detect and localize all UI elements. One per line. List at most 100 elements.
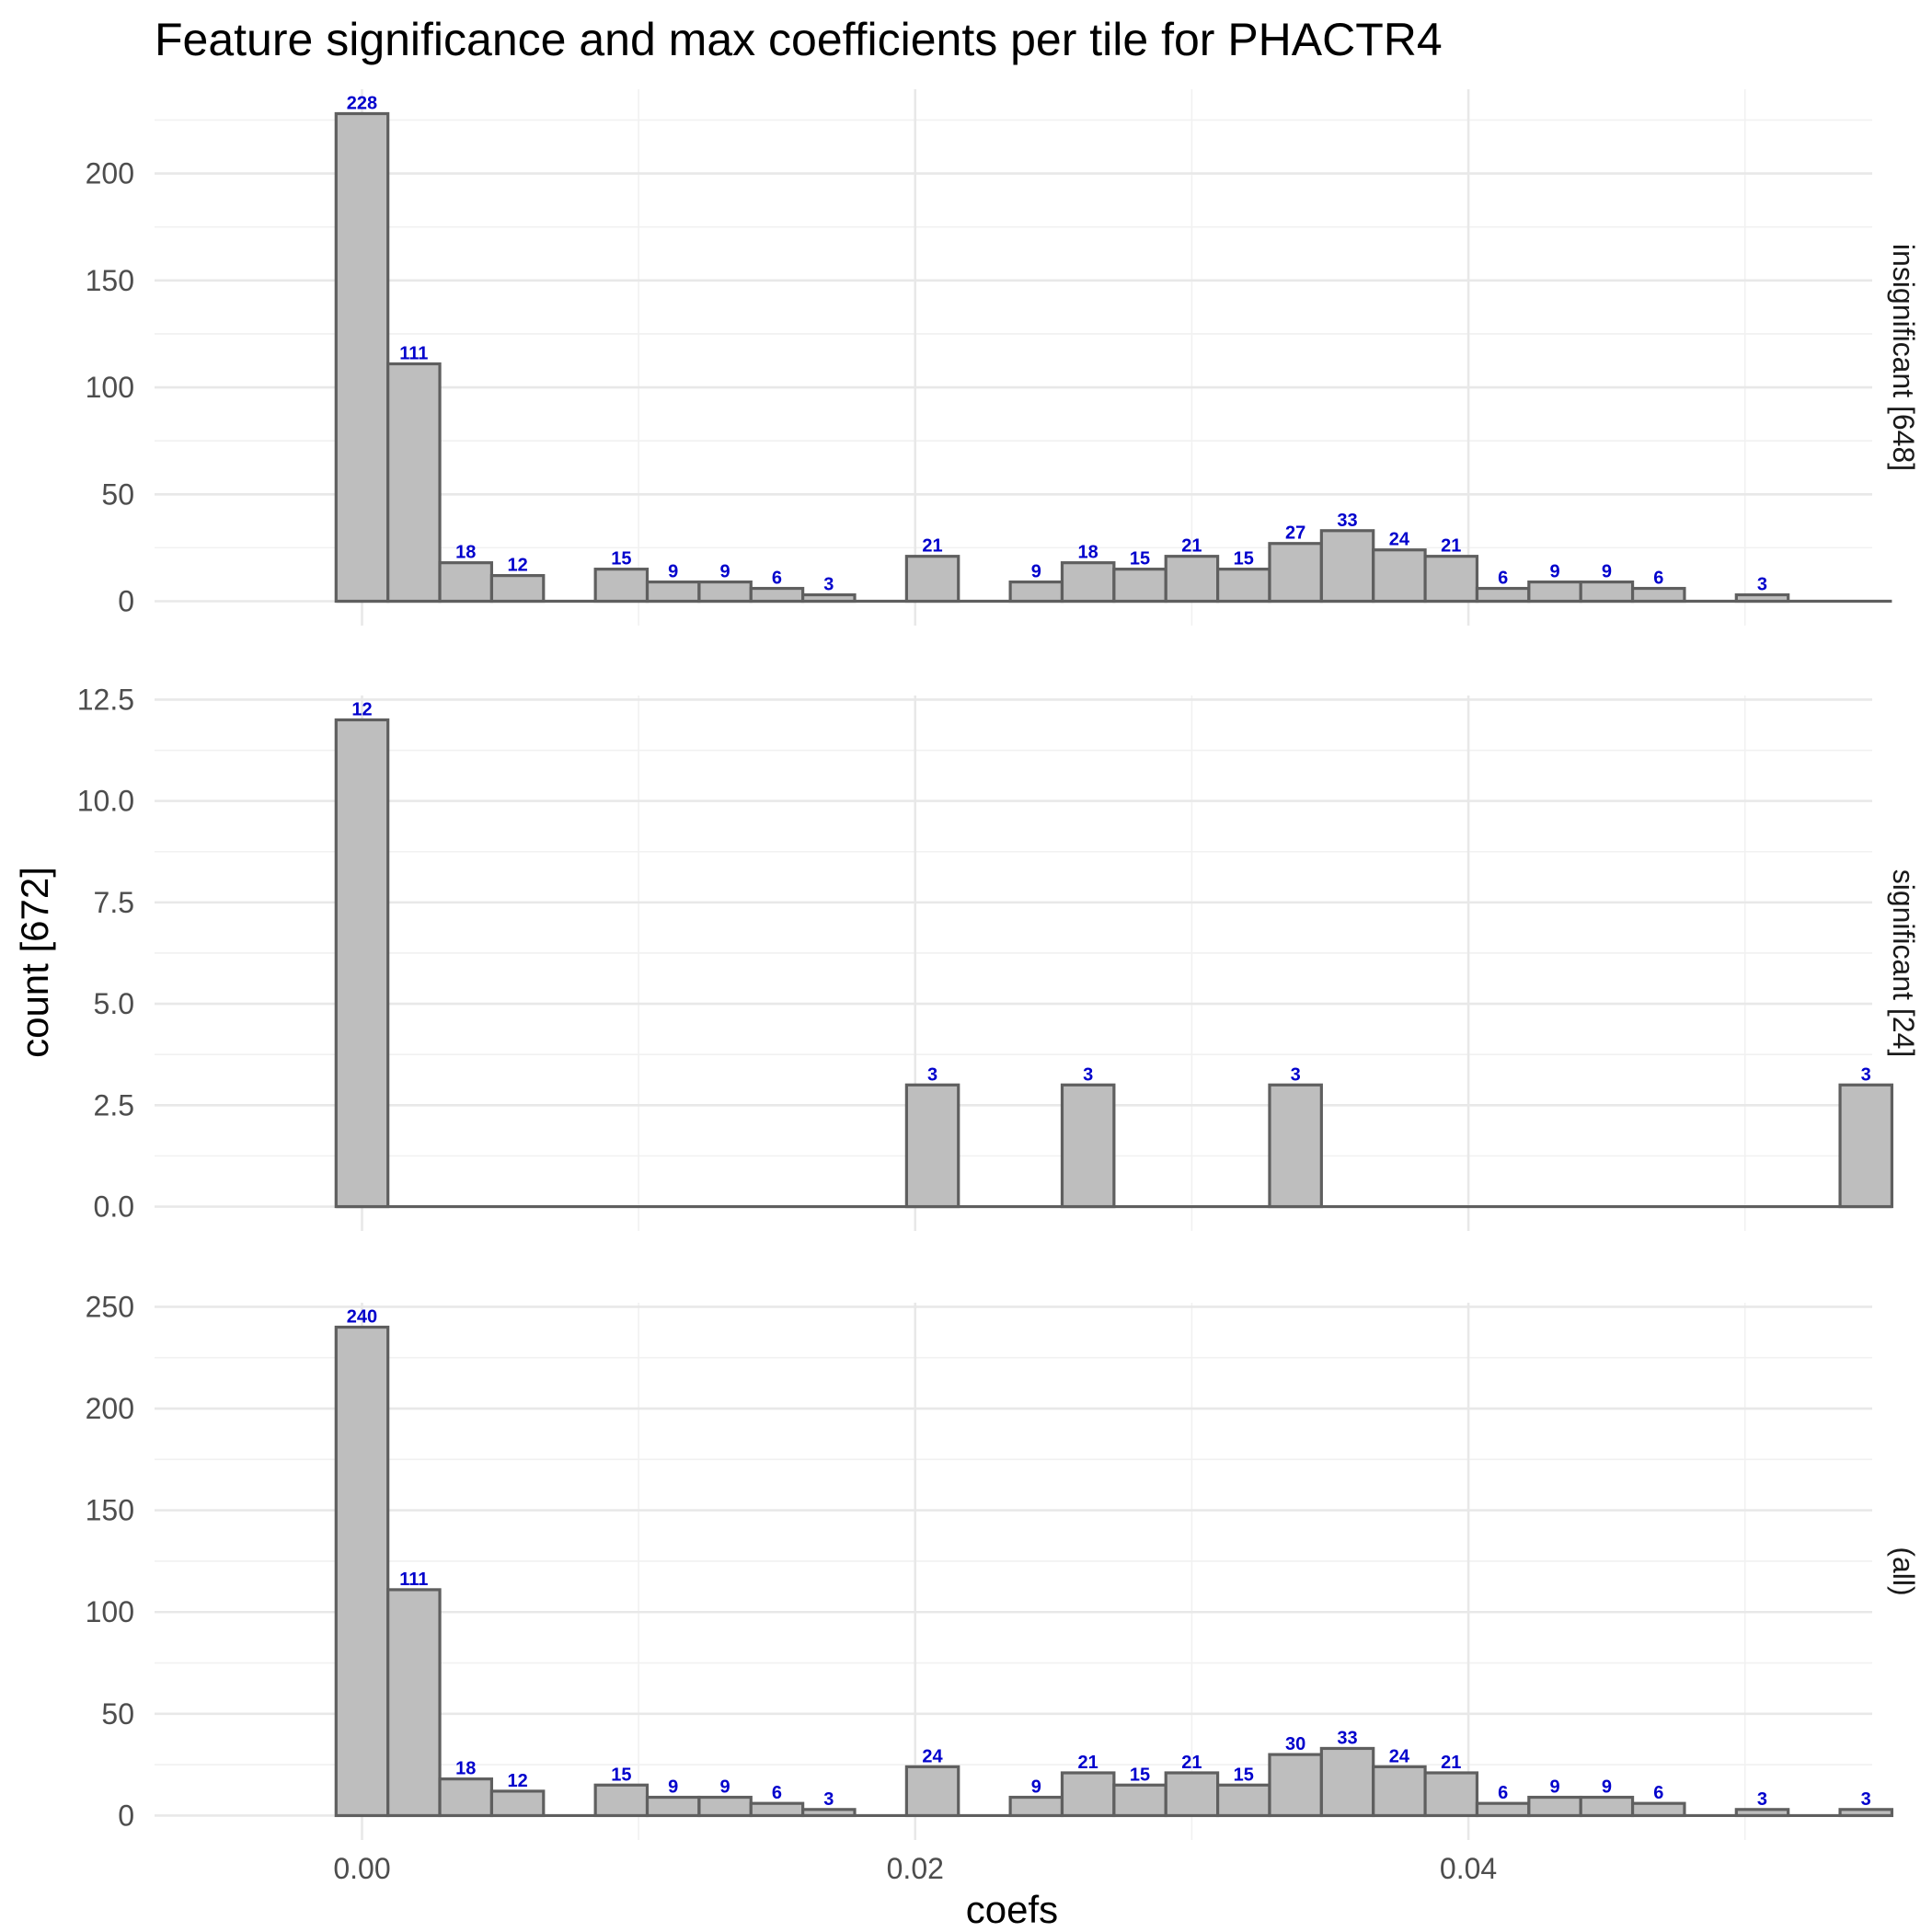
bar-count-label: 15 [1130, 1765, 1150, 1785]
histogram-bar [697, 580, 753, 604]
bar-count-label: 6 [1498, 1783, 1508, 1803]
histogram-bar [1423, 1771, 1479, 1818]
bar-count-label: 12 [351, 699, 372, 719]
histogram-bar [1319, 529, 1375, 604]
histogram-bar [1268, 1083, 1323, 1209]
x-tick-label: 0.02 [887, 1852, 944, 1885]
y-tick-label: 12.5 [77, 683, 134, 716]
histogram-bar [1008, 580, 1064, 604]
y-tick-label: 0.0 [94, 1190, 134, 1224]
histogram-bar [1268, 1753, 1323, 1818]
bar-count-label: 6 [1498, 569, 1508, 589]
histogram-bar [1112, 1783, 1167, 1818]
histogram-bar [645, 1795, 701, 1818]
histogram-bar [1164, 1771, 1220, 1818]
facet-strip-label: insignificant [648] [1887, 244, 1920, 471]
bar-count-label: 33 [1337, 1728, 1357, 1748]
histogram-bar [1579, 580, 1635, 604]
histogram-bar [1527, 580, 1582, 604]
y-tick-label: 0 [118, 1799, 134, 1832]
bar-count-label: 9 [1549, 562, 1559, 582]
histogram-bar [1734, 1808, 1790, 1818]
bar-count-label: 3 [823, 575, 834, 595]
bar-count-label: 21 [1078, 1753, 1098, 1773]
histogram-bar [904, 555, 960, 604]
bar-count-label: 15 [1130, 549, 1150, 569]
bar-count-label: 6 [1653, 1783, 1663, 1803]
histogram-bar [1060, 561, 1116, 604]
histogram-bar [645, 580, 701, 604]
bar-count-label: 111 [399, 343, 428, 363]
x-tick-label: 0.04 [1440, 1852, 1497, 1885]
histogram-bar [1475, 1801, 1531, 1818]
histogram-bar [1838, 1808, 1894, 1818]
y-tick-label: 150 [86, 264, 134, 297]
bar-count-label: 12 [507, 556, 527, 576]
y-axis-title: count [672] [13, 867, 56, 1058]
histogram-bar [1060, 1771, 1116, 1818]
histogram-bar [1164, 555, 1220, 604]
bar-count-label: 9 [668, 562, 678, 582]
histogram-bar [801, 592, 857, 604]
y-tick-label: 50 [101, 1697, 134, 1731]
bar-count-label: 30 [1285, 1734, 1305, 1754]
histogram-bar [334, 1325, 390, 1818]
bar-count-label: 24 [922, 1746, 943, 1766]
bar-count-label: 15 [1234, 1765, 1254, 1785]
y-tick-label: 10.0 [77, 785, 134, 818]
bar-count-label: 21 [922, 536, 942, 557]
bar-count-label: 21 [1441, 1753, 1461, 1773]
histogram-bar [593, 1783, 650, 1818]
facet-panel: 0 50 100 150 200 228 111 18 12 15 9 9 6 3 21 9 18 15 21 15 2… [86, 89, 1920, 626]
facet-strip-label: significant [24] [1887, 869, 1920, 1058]
histogram-bar [334, 111, 390, 604]
bar-count-label: 9 [1549, 1777, 1559, 1798]
facet-strip-label: (all) [1887, 1547, 1920, 1595]
bar-count-label: 27 [1285, 523, 1305, 544]
histogram-bar [1216, 1783, 1271, 1818]
histogram-bar [1423, 555, 1479, 604]
x-tick-label: 0.00 [333, 1852, 390, 1885]
y-tick-label: 50 [101, 477, 134, 511]
histogram-bar [1630, 1801, 1686, 1818]
histogram-bar [1008, 1795, 1064, 1818]
histogram-bar [334, 718, 390, 1209]
bar-count-label: 9 [1602, 1777, 1612, 1798]
histogram-bar [904, 1765, 960, 1818]
y-tick-label: 2.5 [94, 1088, 134, 1121]
y-tick-label: 5.0 [94, 987, 134, 1020]
bar-count-label: 9 [1031, 1777, 1041, 1798]
bar-count-label: 18 [1078, 543, 1098, 563]
histogram-bar [1319, 1746, 1375, 1818]
bar-count-label: 6 [1653, 569, 1663, 589]
bar-count-label: 15 [1234, 549, 1254, 569]
histogram-bar [801, 1808, 857, 1818]
histogram-bar [489, 1789, 546, 1818]
bar-count-label: 3 [823, 1789, 834, 1810]
histogram-bar [1734, 592, 1790, 604]
histogram-bar [1527, 1795, 1582, 1818]
histogram-bar [438, 1777, 494, 1818]
bar-count-label: 12 [507, 1771, 527, 1791]
histogram-bar [1372, 548, 1427, 604]
bar-count-label: 3 [1757, 1789, 1767, 1810]
chart-title: Feature significance and max coefficient… [155, 14, 1443, 65]
bar-count-label: 24 [1389, 1746, 1410, 1766]
bar-count-label: 18 [455, 543, 476, 563]
y-tick-label: 100 [86, 371, 134, 404]
histogram-bar [1630, 586, 1686, 604]
histogram-bar [386, 362, 442, 604]
histogram-bar [1216, 568, 1271, 604]
histogram-bar [1838, 1083, 1894, 1209]
bar-count-label: 3 [927, 1064, 937, 1085]
bar-count-label: 111 [399, 1570, 428, 1590]
bar-count-label: 3 [1861, 1064, 1871, 1085]
bar-count-label: 228 [347, 94, 377, 114]
x-axis-title: coefs [966, 1888, 1058, 1931]
bar-count-label: 9 [720, 562, 730, 582]
bar-count-label: 18 [455, 1759, 476, 1779]
histogram-bar [593, 568, 650, 604]
histogram-bar [697, 1795, 753, 1818]
bar-count-label: 240 [347, 1307, 377, 1328]
